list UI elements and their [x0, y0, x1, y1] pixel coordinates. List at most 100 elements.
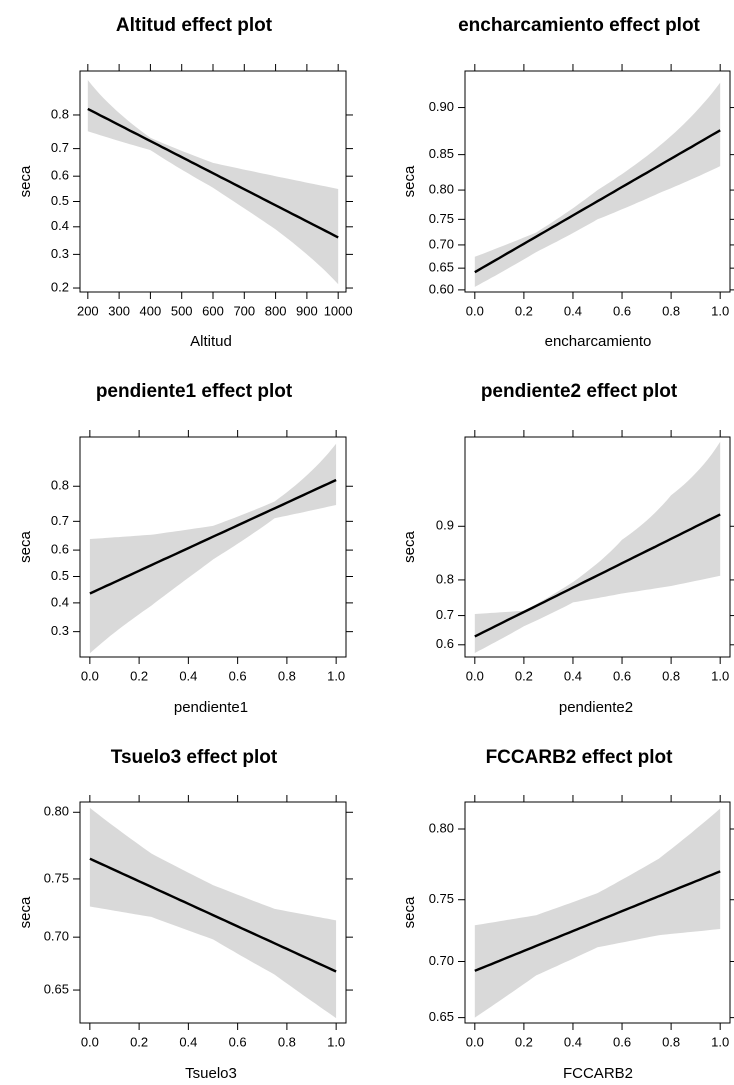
x-tick-label: 1.0 [711, 668, 729, 683]
y-tick-label: 0.2 [51, 279, 69, 294]
y-tick-label: 0.80 [429, 820, 454, 835]
y-tick-label: 0.70 [429, 953, 454, 968]
x-tick-label: 1.0 [711, 1034, 729, 1049]
x-tick-label: 0.2 [130, 1034, 148, 1049]
x-tick-label: 0.4 [179, 668, 197, 683]
y-tick-label: 0.6 [436, 636, 454, 651]
x-tick-label: 300 [108, 303, 130, 318]
y-axis-label: seca [17, 165, 34, 197]
x-tick-label: 600 [202, 303, 224, 318]
effect-panel-4: pendiente2 effect plot 0.0 0.2 0.4 0.6 0.8 1.0… [401, 381, 734, 716]
effect-panel-3: pendiente1 effect plot 0.0 0.2 0.4 0.6 0.8 1.0… [17, 381, 353, 716]
panel-title: pendiente1 effect plot [96, 381, 293, 402]
plot-frame [79, 801, 347, 1024]
y-tick-label: 0.65 [429, 1009, 454, 1024]
x-tick-label: 0.2 [515, 668, 533, 683]
x-tick-label: 0.4 [564, 668, 582, 683]
y-tick-label: 0.6 [51, 542, 69, 557]
x-tick-label: 400 [140, 303, 162, 318]
y-tick-label: 0.75 [429, 211, 454, 226]
y-tick-label: 0.85 [429, 146, 454, 161]
confidence-band [89, 443, 337, 654]
confidence-band [474, 441, 721, 653]
confidence-band [474, 808, 721, 1018]
fitted-effect-line [474, 513, 721, 638]
x-tick-label: 0.8 [278, 1034, 296, 1049]
effect-panel-5: Tsuelo3 effect plot 0.0 0.2 0.4 0.6 0.8 1.0 0.6… [17, 747, 353, 1082]
confidence-band [87, 80, 339, 285]
confidence-band [89, 807, 337, 1019]
fitted-effect-line [87, 107, 339, 239]
y-axis-label: seca [401, 165, 418, 197]
x-axis-label: Altitud [190, 333, 232, 350]
panel-title: pendiente2 effect plot [481, 381, 678, 402]
x-tick-label: 0.8 [662, 303, 680, 318]
y-tick-label: 0.70 [429, 236, 454, 251]
x-tick-label: 1.0 [711, 303, 729, 318]
x-tick-label: 1.0 [327, 1034, 345, 1049]
panel-title: FCCARB2 effect plot [486, 747, 674, 768]
effect-panel-2: encharcamiento effect plot 0.0 0.2 0.4 0.6 0.… [401, 15, 734, 350]
y-tick-label: 0.5 [51, 193, 69, 208]
x-tick-label: 0.8 [662, 668, 680, 683]
y-tick-label: 0.7 [51, 513, 69, 528]
y-tick-label: 0.70 [44, 929, 69, 944]
y-tick-label: 0.65 [44, 981, 69, 996]
y-tick-label: 0.80 [429, 182, 454, 197]
x-tick-label: 0.4 [564, 1034, 582, 1049]
panel-title: Altitud effect plot [116, 15, 273, 36]
panel-title: encharcamiento effect plot [458, 15, 700, 36]
x-tick-label: 0.6 [229, 1034, 247, 1049]
fitted-effect-line [474, 870, 721, 972]
x-axis-label: encharcamiento [545, 333, 652, 350]
y-axis-label: seca [17, 896, 34, 928]
y-tick-label: 0.65 [429, 260, 454, 275]
x-tick-label: 1.0 [327, 668, 345, 683]
y-tick-label: 0.8 [51, 106, 69, 121]
y-axis-label: seca [401, 896, 418, 928]
y-tick-label: 0.3 [51, 623, 69, 638]
x-tick-label: 0.2 [515, 1034, 533, 1049]
x-axis-label: pendiente2 [559, 699, 633, 716]
x-tick-label: 0.0 [81, 668, 99, 683]
x-tick-label: 0.0 [466, 1034, 484, 1049]
x-tick-label: 0.2 [130, 668, 148, 683]
y-tick-label: 0.75 [44, 870, 69, 885]
plot-frame [79, 436, 347, 658]
x-tick-label: 700 [233, 303, 255, 318]
x-axis-label: Tsuelo3 [185, 1065, 237, 1082]
x-tick-label: 0.0 [466, 668, 484, 683]
y-tick-label: 0.4 [51, 218, 69, 233]
x-tick-label: 800 [265, 303, 287, 318]
confidence-band [474, 82, 721, 287]
x-tick-label: 0.2 [515, 303, 533, 318]
x-tick-label: 0.8 [662, 1034, 680, 1049]
effect-panel-6: FCCARB2 effect plot 0.0 0.2 0.4 0.6 0.8 1.0 0.6… [401, 747, 734, 1082]
x-tick-label: 1000 [324, 303, 353, 318]
x-tick-label: 900 [296, 303, 318, 318]
panel-title: Tsuelo3 effect plot [111, 747, 278, 768]
x-axis-label: pendiente1 [174, 699, 248, 716]
fitted-effect-line [89, 478, 337, 595]
y-tick-label: 0.4 [51, 594, 69, 609]
fitted-effect-line [474, 129, 721, 274]
y-tick-label: 0.90 [429, 99, 454, 114]
x-tick-label: 0.6 [229, 668, 247, 683]
x-tick-label: 500 [171, 303, 193, 318]
fitted-effect-line [89, 857, 337, 973]
y-tick-label: 0.60 [429, 281, 454, 296]
plot-frame [464, 436, 731, 658]
x-axis-label: FCCARB2 [563, 1065, 633, 1082]
x-tick-label: 0.8 [278, 668, 296, 683]
y-tick-label: 0.8 [436, 571, 454, 586]
y-tick-label: 0.6 [51, 168, 69, 183]
y-tick-label: 0.5 [51, 568, 69, 583]
plot-frame [464, 801, 731, 1024]
x-tick-label: 0.4 [179, 1034, 197, 1049]
y-tick-label: 0.9 [436, 518, 454, 533]
x-tick-label: 0.6 [613, 303, 631, 318]
y-axis-label: seca [401, 531, 418, 563]
y-axis-label: seca [17, 531, 34, 563]
effect-panel-1: Altitud effect plot 200 300 400 500 600 700 800… [17, 15, 353, 350]
